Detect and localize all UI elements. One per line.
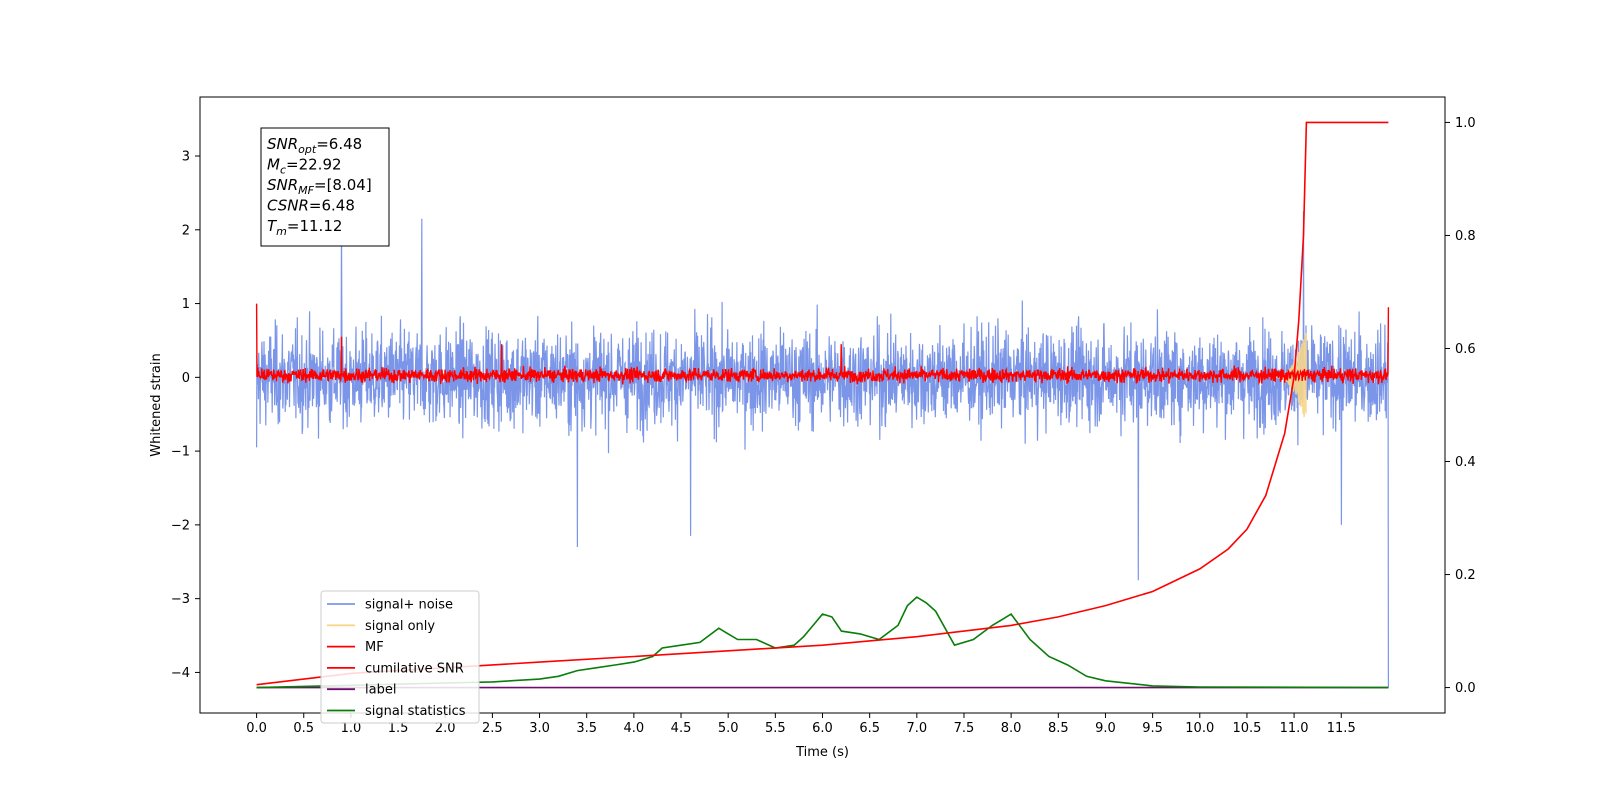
x-tick-label: 3.5 (576, 721, 597, 736)
y-left-tick-label: 3 (182, 150, 190, 165)
legend: signal+ noise signal only MF cumilative SNR… (320, 590, 480, 724)
legend-entry-label: cumilative SNR (365, 661, 464, 676)
annotation-symbol: CSNR (267, 197, 309, 215)
y-left-tick-label: 1 (182, 297, 190, 312)
y-left-tick-label: −4 (171, 666, 190, 681)
x-tick-label: 8.5 (1048, 721, 1069, 736)
x-tick-label: 4.0 (624, 721, 645, 736)
y-right-tick-label: 0.4 (1455, 455, 1476, 470)
annotation-line: SNRMF=[8.04] (267, 176, 372, 197)
annotation-subscript: MF (298, 184, 314, 197)
legend-entry-label: label (365, 683, 396, 698)
y-left-tick-label: 2 (182, 223, 190, 238)
series-mf (255, 303, 1390, 386)
annotation-symbol: SNR (267, 176, 298, 194)
x-tick-label: 6.0 (812, 721, 833, 736)
annotation-value: =[8.04] (314, 176, 372, 194)
annotation-value: =6.48 (309, 197, 355, 215)
annotation-subscript: m (276, 225, 287, 238)
annotation-symbol: M (267, 156, 280, 174)
annotation-line: Tm=11.12 (267, 217, 342, 238)
annotation-line: SNRopt=6.48 (267, 135, 362, 156)
y-left-tick-label: −2 (171, 518, 190, 533)
x-tick-label: 5.5 (765, 721, 786, 736)
y-left-tick-label: 0 (182, 371, 190, 386)
x-axis-label: Time (s) (795, 745, 849, 760)
x-axis: 0.0 0.5 1.0 1.5 2.0 2.5 3.0 3.5 4.0 4.5 5.0 5.5 6.0 6… (246, 713, 1356, 736)
x-tick-label: 4.5 (671, 721, 692, 736)
y-right-tick-label: 0.6 (1455, 342, 1476, 357)
x-tick-label: 10.5 (1232, 721, 1261, 736)
annotation-value: =11.12 (287, 217, 343, 235)
x-tick-label: 0.5 (293, 721, 314, 736)
annotation-value: =6.48 (316, 135, 362, 153)
annotation-value: =22.92 (286, 156, 342, 174)
y-right-tick-label: 1.0 (1455, 116, 1476, 131)
legend-entry-label: signal statistics (365, 704, 466, 719)
x-tick-label: 7.0 (906, 721, 927, 736)
y-right-tick-label: 0.0 (1455, 681, 1476, 696)
y-right-tick-label: 0.2 (1455, 568, 1476, 583)
x-tick-label: 9.5 (1142, 721, 1163, 736)
y-axis-label: Whitened strain (149, 353, 164, 456)
x-tick-label: 2.5 (482, 721, 503, 736)
x-tick-label: 1.0 (341, 721, 362, 736)
legend-entry-label: signal only (365, 619, 435, 634)
annotation-symbol: SNR (267, 135, 298, 153)
annotation-line: CSNR=6.48 (267, 197, 355, 215)
annotation-box: SNRopt=6.48Mc=22.92SNRMF=[8.04]CSNR=6.48… (260, 127, 390, 247)
y-left-tick-label: −3 (171, 592, 190, 607)
x-tick-label: 11.5 (1327, 721, 1356, 736)
x-tick-label: 0.0 (246, 721, 267, 736)
y-axis-right: 1.0 0.8 0.6 0.4 0.2 0.0 (1445, 116, 1476, 696)
x-tick-label: 3.0 (529, 721, 550, 736)
x-tick-label: 1.5 (388, 721, 409, 736)
x-tick-label: 7.5 (954, 721, 975, 736)
legend-frame (320, 590, 480, 724)
legend-entry-label: signal+ noise (365, 598, 453, 613)
x-tick-label: 2.0 (435, 721, 456, 736)
annotation-line: Mc=22.92 (267, 156, 342, 177)
annotation-frame (260, 127, 390, 247)
x-tick-label: 8.0 (1001, 721, 1022, 736)
y-left-tick-label: −1 (171, 445, 190, 460)
series-cumulative-snr (256, 121, 1389, 686)
y-axis-left: 3 2 1 0 −1 −2 −3 −4 (171, 150, 200, 681)
x-tick-label: 11.0 (1280, 721, 1309, 736)
x-tick-label: 9.0 (1095, 721, 1116, 736)
x-tick-label: 10.0 (1185, 721, 1214, 736)
x-tick-label: 5.0 (718, 721, 739, 736)
x-tick-label: 6.5 (859, 721, 880, 736)
series-signal-statistics (256, 596, 1389, 689)
annotation-subscript: opt (298, 143, 317, 156)
y-right-tick-label: 0.8 (1455, 229, 1476, 244)
annotation-symbol: T (267, 217, 278, 235)
legend-entry-label: MF (365, 640, 384, 655)
annotation-subscript: c (280, 164, 286, 177)
